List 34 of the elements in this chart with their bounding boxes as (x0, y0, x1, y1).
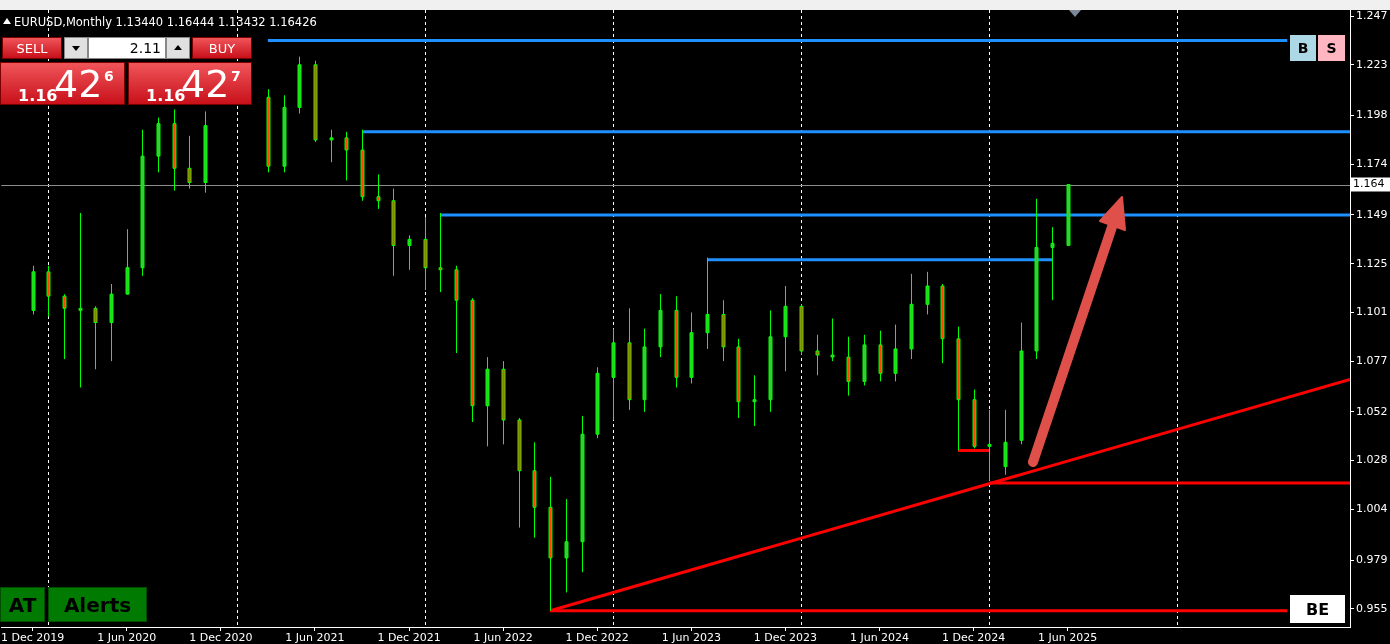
y-tick-label: 1.247 (1356, 8, 1388, 22)
y-tick-label: 1.004 (1356, 502, 1388, 516)
y-tick-label: 1.101 (1356, 305, 1388, 319)
x-tick-label: 1 Jun 2024 (849, 631, 910, 644)
y-tick-label: 1.125 (1356, 256, 1388, 270)
annotation: BE (1290, 595, 1345, 623)
x-tick-label: 1 Dec 2020 (189, 631, 253, 644)
annotation: S (1318, 35, 1345, 61)
annotation: 6 (104, 68, 114, 84)
x-tick-label: 1 Jun 2025 (1038, 631, 1098, 644)
x-tick-label: 1 Dec 2019 (1, 631, 65, 644)
x-tick-label: 1 Jun 2021 (285, 631, 345, 644)
y-tick-label: 1.223 (1356, 57, 1388, 71)
y-tick-label: 1.149 (1356, 207, 1388, 221)
ref-line-label: 1.164 (1353, 177, 1385, 191)
x-tick-label: 1 Dec 2021 (377, 631, 441, 644)
y-tick-label: 1.077 (1356, 353, 1388, 367)
y-tick-label: 0.979 (1356, 552, 1388, 566)
x-tick-label: 1 Dec 2022 (565, 631, 629, 644)
y-tick-label: 1.052 (1356, 404, 1388, 418)
text: EURUSD,Monthly 1.13440 1.16444 1.13432 1.16426 (14, 14, 317, 30)
annotation: 7 (231, 68, 241, 84)
y-tick-label: 1.174 (1356, 157, 1388, 171)
x-tick-label: 1 Jun 2023 (661, 631, 721, 644)
y-tick-label: 1.028 (1356, 453, 1388, 467)
annotation: AT (0, 587, 45, 622)
annotation: Alerts (48, 587, 147, 622)
x-tick-label: 1 Jun 2020 (97, 631, 157, 644)
x-tick-label: 1 Dec 2024 (941, 631, 1006, 644)
x-tick-label: 1 Jun 2022 (473, 631, 533, 644)
y-tick-label: 0.955 (1356, 601, 1388, 615)
annotation: B (1290, 35, 1316, 61)
x-tick-label: 1 Dec 2023 (753, 631, 818, 644)
y-tick-label: 1.198 (1356, 108, 1388, 122)
